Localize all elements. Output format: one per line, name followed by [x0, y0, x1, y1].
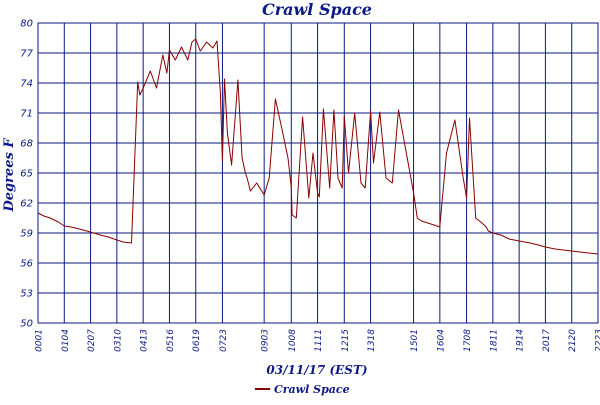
y-tick-label: 77	[20, 49, 33, 60]
x-tick-label: 2120	[568, 329, 578, 352]
x-tick-label: 2223	[595, 329, 600, 352]
x-tick-label: 0723	[219, 329, 229, 352]
x-tick-label: 1811	[489, 329, 499, 352]
y-tick-label: 50	[20, 319, 33, 330]
x-tick-label: 2017	[542, 329, 552, 352]
y-ticks: 50 53 56 59 62 65 68 71 74 77 80	[20, 19, 33, 330]
y-tick-label: 71	[20, 109, 33, 120]
y-tick-label: 53	[20, 289, 33, 300]
x-tick-label: 0104	[61, 329, 71, 352]
chart-title: Crawl Space	[262, 0, 372, 19]
legend-label: Crawl Space	[274, 383, 350, 396]
x-axis-label: 03/11/17 (EST)	[266, 363, 367, 377]
y-tick-label: 68	[20, 139, 33, 150]
y-tick-label: 65	[20, 169, 33, 180]
x-tick-label: 0619	[192, 329, 202, 352]
x-tick-label: 0413	[140, 329, 150, 352]
x-tick-label: 0207	[87, 329, 97, 352]
x-tick-label: 0516	[166, 329, 176, 352]
x-tick-label: 1708	[463, 329, 473, 352]
x-tick-label: 1215	[341, 329, 351, 352]
x-tick-label: 1111	[314, 329, 324, 352]
x-tick-label: 1008	[288, 329, 298, 352]
x-tick-label: 1318	[367, 329, 377, 352]
y-tick-label: 62	[20, 199, 33, 210]
x-ticks: 0001 0104 0207 0310 0413 0516 0619 0723 0903 1008…	[35, 329, 600, 352]
y-tick-label: 80	[20, 19, 33, 30]
y-axis-label: Degrees F	[2, 138, 17, 213]
y-tick-label: 59	[20, 229, 33, 240]
x-tick-label: 1501	[410, 329, 420, 352]
y-tick-label: 56	[20, 259, 33, 270]
x-tick-label: 1604	[436, 329, 446, 352]
x-tick-label: 1914	[516, 329, 526, 352]
legend: Crawl Space	[255, 383, 350, 396]
grid	[38, 23, 598, 323]
x-tick-label: 0903	[261, 329, 271, 352]
x-tick-label: 0001	[35, 329, 45, 352]
y-tick-label: 74	[20, 79, 33, 90]
x-tick-label: 0310	[113, 329, 123, 352]
